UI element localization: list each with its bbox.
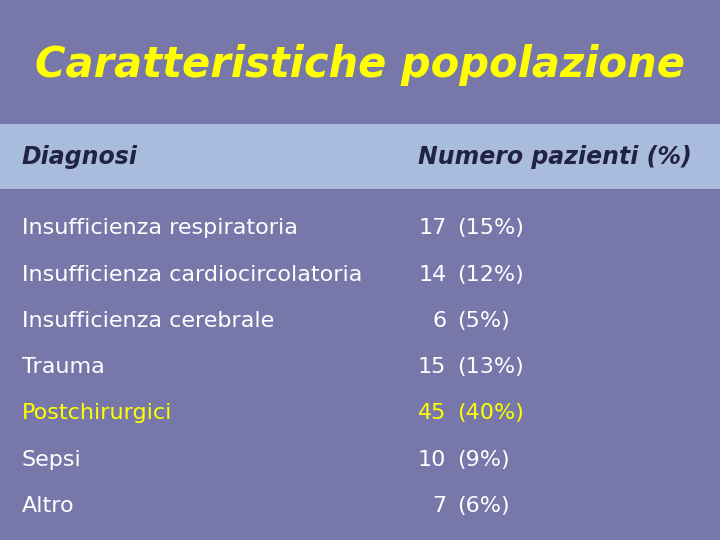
Bar: [0, 124, 720, 189]
Text: Insufficienza cardiocircolatoria: Insufficienza cardiocircolatoria: [22, 265, 362, 285]
Text: 6: 6: [432, 311, 446, 331]
Text: Trauma: Trauma: [22, 357, 104, 377]
Text: Numero pazienti (%): Numero pazienti (%): [418, 145, 691, 168]
Text: Insufficienza cerebrale: Insufficienza cerebrale: [22, 311, 274, 331]
Text: Insufficienza respiratoria: Insufficienza respiratoria: [22, 218, 297, 238]
Text: (12%): (12%): [457, 265, 524, 285]
Text: Postchirurgici: Postchirurgici: [22, 403, 172, 423]
Text: Altro: Altro: [22, 496, 74, 516]
Text: (15%): (15%): [457, 218, 524, 238]
Text: Caratteristiche popolazione: Caratteristiche popolazione: [35, 44, 685, 86]
Text: 17: 17: [418, 218, 446, 238]
Text: 7: 7: [432, 496, 446, 516]
Text: 15: 15: [418, 357, 446, 377]
Text: (40%): (40%): [457, 403, 524, 423]
Text: Sepsi: Sepsi: [22, 450, 81, 470]
Text: 10: 10: [418, 450, 446, 470]
Text: 45: 45: [418, 403, 446, 423]
Text: Diagnosi: Diagnosi: [22, 145, 138, 168]
Text: (9%): (9%): [457, 450, 510, 470]
Text: (5%): (5%): [457, 311, 510, 331]
Text: (6%): (6%): [457, 496, 510, 516]
Text: 14: 14: [418, 265, 446, 285]
Text: (13%): (13%): [457, 357, 524, 377]
